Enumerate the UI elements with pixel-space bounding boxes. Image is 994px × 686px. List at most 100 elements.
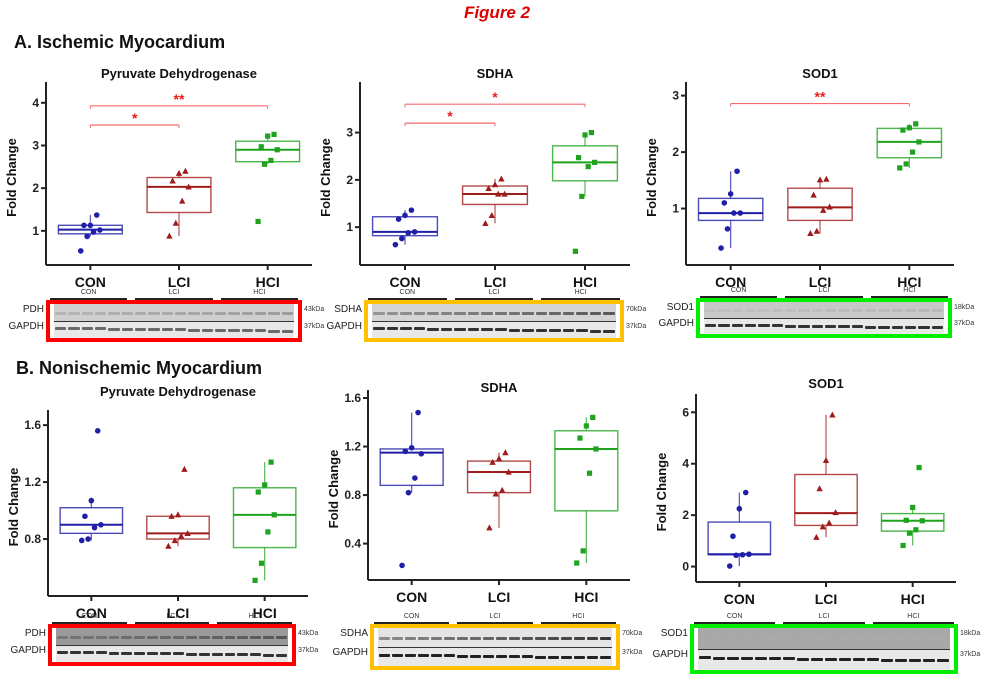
- data-point: [572, 248, 578, 254]
- blot-group-bar: [135, 298, 213, 300]
- data-point: [583, 423, 589, 429]
- blot-loading-label: GAPDH: [8, 321, 44, 332]
- target-band: [431, 636, 442, 640]
- target-band: [587, 636, 598, 640]
- loading-band: [263, 653, 275, 657]
- data-point: [577, 435, 583, 441]
- loading-band: [758, 324, 770, 328]
- x-tick-label: HCI: [256, 274, 280, 290]
- target-band-strip: [698, 628, 950, 650]
- blot-group-label: LCI: [818, 287, 830, 294]
- data-point: [165, 542, 172, 549]
- data-point: [505, 468, 512, 475]
- target-band: [600, 636, 611, 640]
- chart-title: Pyruvate Dehydrogenase: [100, 384, 256, 399]
- box-iqr: [794, 473, 858, 527]
- x-tick-label: CON: [76, 605, 107, 621]
- target-band: [147, 635, 159, 639]
- blot-target-label: PDH: [22, 304, 44, 315]
- blot-group-label: HCI: [248, 613, 261, 620]
- chart-a-sdha: SDHA Fold Change 1 2 3 CON LCI HCI * *: [318, 66, 630, 290]
- chart-a-pdh: Pyruvate Dehydrogenase Fold Change 1 2 3 4 CON…: [4, 66, 312, 290]
- blot-group-bar: [50, 298, 128, 300]
- loading-band: [522, 655, 533, 659]
- target-band: [783, 637, 795, 641]
- target-band: [699, 637, 711, 641]
- data-point: [97, 227, 103, 233]
- loading-band: [865, 325, 877, 329]
- data-point: [903, 517, 909, 523]
- target-band: [483, 636, 494, 640]
- data-point: [171, 537, 178, 544]
- data-point: [582, 132, 588, 138]
- data-point: [574, 560, 580, 566]
- data-point: [402, 448, 409, 455]
- data-point: [402, 212, 408, 219]
- data-point: [258, 144, 264, 150]
- data-point: [415, 409, 421, 416]
- target-band: [392, 636, 403, 640]
- blot-group-label: CON: [726, 613, 743, 620]
- target-band: [865, 309, 877, 313]
- loading-band: [228, 329, 240, 333]
- loading-band: [909, 658, 921, 662]
- x-tick-label: HCI: [253, 605, 277, 621]
- box-iqr: [880, 512, 945, 532]
- loading-band: [699, 656, 711, 660]
- loading-band: [386, 327, 399, 331]
- y-tick-label: 3: [672, 89, 679, 103]
- target-band: [797, 637, 809, 641]
- loading-band: [731, 323, 743, 327]
- y-axis-label: Fold Change: [326, 450, 341, 529]
- data-point: [593, 446, 599, 452]
- loading-band: [431, 654, 442, 658]
- target-band: [811, 637, 823, 641]
- target-band: [201, 311, 213, 315]
- box-iqr: [466, 460, 532, 494]
- loading-band: [81, 327, 93, 331]
- data-point: [903, 161, 909, 167]
- data-point: [93, 212, 100, 218]
- loading-band-strip: [698, 650, 950, 670]
- target-band: [175, 311, 187, 315]
- loading-band: [215, 328, 227, 332]
- data-point: [724, 226, 731, 232]
- data-point: [271, 131, 277, 137]
- data-point: [576, 155, 582, 161]
- target-band: [576, 311, 588, 315]
- x-tick-label: CON: [75, 274, 106, 290]
- loading-band: [576, 329, 588, 333]
- loading-band: [548, 655, 559, 659]
- box-group-con: [707, 489, 772, 569]
- blot-target-kda: 18kDa: [960, 630, 981, 637]
- y-tick-label: 0.4: [344, 537, 361, 551]
- data-point: [816, 485, 823, 492]
- data-point: [182, 167, 189, 174]
- x-tick-label: HCI: [574, 589, 598, 605]
- box-iqr: [461, 185, 529, 206]
- data-point: [726, 563, 733, 569]
- target-band-strip: [372, 304, 616, 322]
- loading-band: [161, 328, 173, 332]
- target-band: [467, 311, 480, 315]
- data-point: [81, 222, 87, 229]
- y-axis-label: Fold Change: [6, 468, 21, 547]
- box-group-hci: [235, 131, 301, 225]
- loading-band-strip: [54, 322, 294, 338]
- data-point: [408, 444, 415, 451]
- loading-band: [745, 324, 757, 328]
- target-band-strip: [56, 628, 288, 646]
- data-point: [736, 505, 743, 512]
- loading-band: [811, 657, 823, 661]
- loading-band: [727, 656, 739, 660]
- target-band: [444, 636, 455, 640]
- target-band: [55, 311, 67, 315]
- data-point: [172, 219, 179, 226]
- blot-group-bar: [457, 622, 533, 624]
- y-tick-label: 2: [682, 508, 689, 522]
- data-point: [185, 183, 192, 190]
- target-band: [188, 311, 200, 315]
- blot-b-sdha: CON LCI HCI SDHA GAPDH 70kDa 37kDa: [330, 608, 670, 678]
- loading-band: [895, 658, 907, 662]
- data-point: [88, 497, 95, 504]
